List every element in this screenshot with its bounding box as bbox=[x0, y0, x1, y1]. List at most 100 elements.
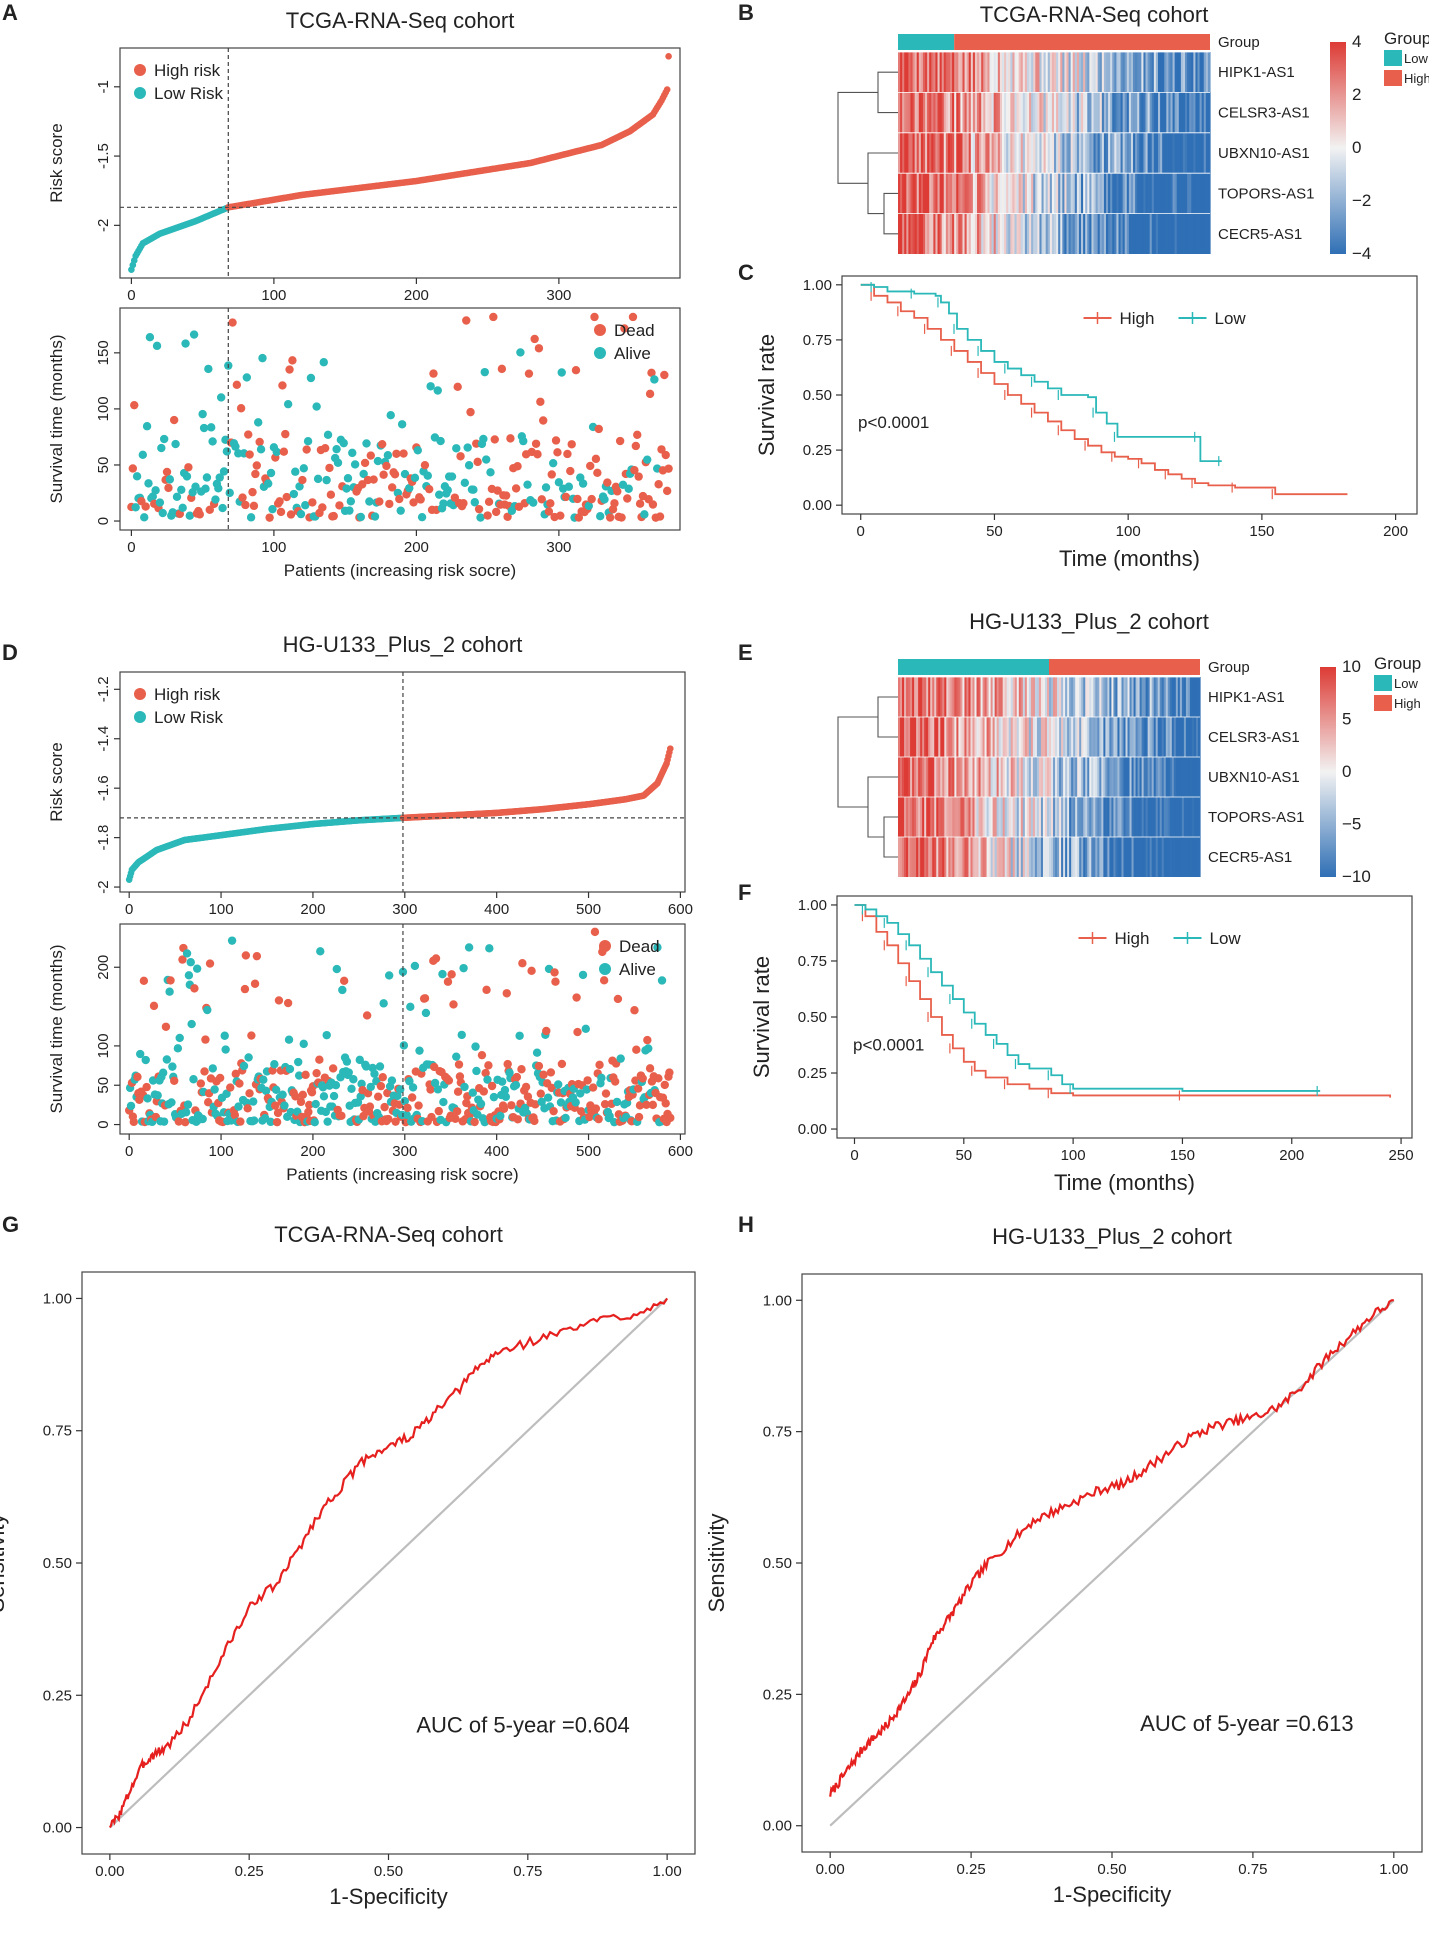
risk-point bbox=[665, 53, 672, 60]
heatmap-cell bbox=[1077, 717, 1080, 757]
survival-point bbox=[141, 502, 150, 511]
heatmap-cell bbox=[1093, 717, 1096, 757]
heatmap-cell bbox=[914, 837, 917, 877]
heatmap-cell bbox=[1010, 173, 1013, 214]
heatmap-cell bbox=[1110, 92, 1113, 133]
heatmap-cell bbox=[1139, 717, 1143, 757]
survival-point bbox=[231, 442, 240, 451]
heatmap-cell bbox=[1149, 132, 1153, 174]
heatmap-cell bbox=[1131, 837, 1135, 877]
survival-point bbox=[414, 1101, 423, 1110]
survival-point bbox=[283, 998, 293, 1008]
heatmap-cell bbox=[1158, 173, 1161, 214]
heatmap-cell bbox=[1124, 52, 1128, 93]
survival-point bbox=[590, 927, 600, 937]
heatmap-cell bbox=[974, 797, 978, 837]
survival-point bbox=[405, 483, 414, 493]
heatmap-cell bbox=[1087, 757, 1090, 797]
heatmap-cell bbox=[906, 52, 909, 93]
y-tick-label: 0.50 bbox=[798, 1009, 827, 1026]
survival-point bbox=[530, 1116, 539, 1126]
heatmap-cell bbox=[1035, 52, 1038, 93]
heatmap-cell bbox=[1020, 717, 1024, 757]
x-tick-label: 1.00 bbox=[653, 1863, 682, 1880]
survival-point bbox=[165, 987, 174, 996]
heatmap-cell bbox=[1160, 52, 1163, 93]
survival-point bbox=[410, 473, 420, 483]
heatmap-cell bbox=[1147, 132, 1151, 174]
heatmap-cell bbox=[1120, 92, 1124, 133]
heatmap-cell bbox=[1197, 797, 1201, 837]
p-value: p<0.0001 bbox=[858, 413, 929, 432]
survival-point bbox=[544, 507, 554, 516]
heatmap-cell bbox=[1045, 173, 1049, 214]
survival-point bbox=[480, 367, 489, 377]
heatmap-cell bbox=[1062, 173, 1065, 214]
heatmap-cell bbox=[1085, 797, 1088, 837]
heatmap-cell bbox=[1101, 52, 1105, 93]
heatmap-cell bbox=[1016, 717, 1020, 757]
heatmap-cell bbox=[1028, 717, 1032, 757]
survival-point bbox=[158, 1068, 168, 1077]
heatmap-cell bbox=[1087, 717, 1090, 757]
heatmap-cell bbox=[1089, 92, 1093, 133]
heatmap-cell bbox=[1197, 677, 1201, 717]
x-tick-label: 150 bbox=[1249, 523, 1274, 540]
heatmap-cell bbox=[946, 757, 949, 797]
heatmap-cell bbox=[1158, 213, 1161, 254]
heatmap-cell bbox=[908, 132, 912, 174]
heatmap-cell bbox=[1075, 757, 1078, 797]
heatmap-cell bbox=[972, 132, 976, 174]
heatmap-cell bbox=[1114, 132, 1117, 174]
heatmap-cell bbox=[1187, 52, 1190, 93]
heatmap-cell bbox=[1057, 837, 1060, 877]
heatmap-cell bbox=[1053, 677, 1056, 717]
heatmap-cell bbox=[1002, 173, 1005, 214]
heatmap-cell bbox=[1008, 837, 1012, 877]
heatmap-cell bbox=[1177, 757, 1181, 797]
y-axis: 0.000.250.500.751.00 bbox=[798, 897, 837, 1138]
heatmap-cell bbox=[1153, 677, 1157, 717]
survival-point bbox=[433, 386, 442, 395]
heatmap-cell bbox=[1187, 132, 1190, 174]
heatmap-cell bbox=[962, 173, 966, 214]
heatmap-cell bbox=[1076, 173, 1080, 214]
heatmap-cell bbox=[1179, 837, 1183, 877]
heatmap-cell bbox=[1059, 677, 1062, 717]
heatmap-cell bbox=[1026, 717, 1030, 757]
heatmap-cell bbox=[1073, 757, 1076, 797]
heatmap-cell bbox=[948, 757, 951, 797]
heatmap-cell bbox=[1057, 757, 1060, 797]
heatmap-cell bbox=[1135, 797, 1139, 837]
survival-point bbox=[378, 1073, 387, 1082]
x-tick-label: 50 bbox=[986, 523, 1003, 540]
heatmap-cell bbox=[1147, 52, 1151, 93]
survival-point bbox=[162, 1055, 172, 1064]
heatmap-cell bbox=[1127, 837, 1131, 877]
heatmap-cell bbox=[964, 173, 968, 214]
heatmap-cell bbox=[918, 717, 921, 757]
x-axis: 0 100 200 300 bbox=[127, 278, 571, 304]
survival-point bbox=[427, 1112, 436, 1122]
legend-swatch bbox=[1384, 50, 1402, 66]
survival-point bbox=[142, 422, 152, 431]
heatmap-cell bbox=[920, 92, 924, 133]
survival-point bbox=[588, 1083, 598, 1092]
heatmap-cell bbox=[1124, 173, 1128, 214]
heatmap-cell bbox=[1130, 92, 1134, 133]
heatmap-cell bbox=[1162, 52, 1165, 93]
survival-point bbox=[645, 389, 655, 399]
heatmap-cell bbox=[1143, 132, 1147, 174]
heatmap-cell bbox=[1045, 52, 1049, 93]
heatmap-cell bbox=[1151, 213, 1155, 254]
heatmap-cell bbox=[1125, 837, 1129, 877]
heatmap-cell bbox=[966, 757, 970, 797]
heatmap-cell bbox=[906, 213, 909, 254]
heatmap-cell bbox=[1118, 92, 1122, 133]
heatmap-cell bbox=[1123, 797, 1127, 837]
survival-point bbox=[291, 1092, 300, 1101]
heatmap-cell bbox=[1097, 92, 1101, 133]
auc-annotation: AUC of 5-year =0.604 bbox=[416, 1712, 629, 1737]
